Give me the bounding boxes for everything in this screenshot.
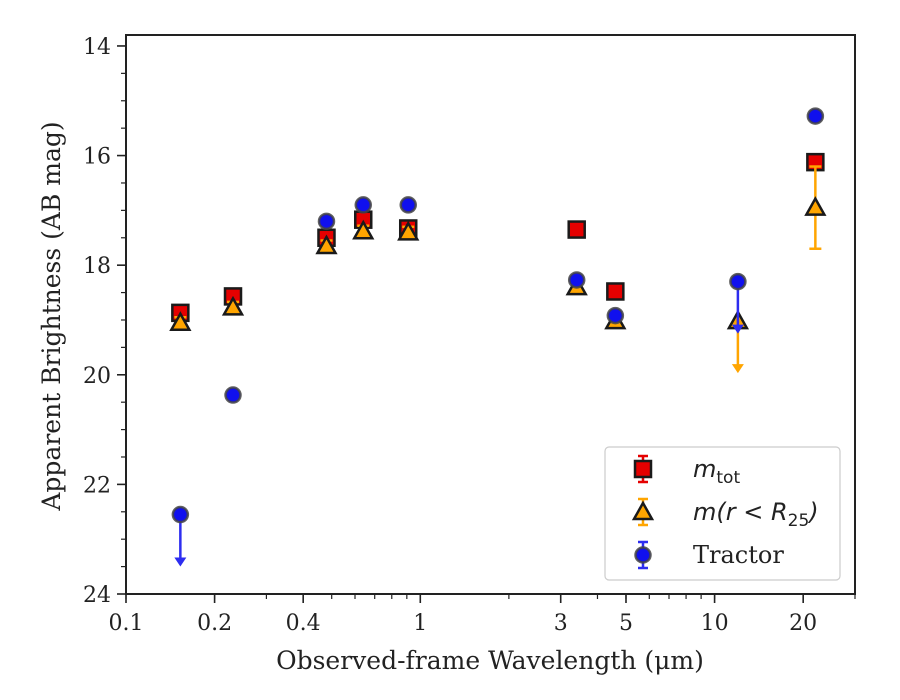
x-tick-label: 0.1 — [109, 611, 144, 636]
y-tick-label: 24 — [83, 583, 111, 608]
legend-box — [604, 446, 841, 581]
x-tick-label: 20 — [789, 611, 817, 636]
y-tick-label: 14 — [83, 35, 111, 60]
y-tick-label: 16 — [83, 145, 111, 170]
upper-limit-arrow-head — [731, 364, 744, 374]
data-point-circle — [224, 386, 242, 404]
legend-label: m(r < R25) — [693, 498, 819, 531]
legend: mtot m(r < R25) Tractor — [604, 446, 841, 581]
series-0 — [171, 152, 825, 323]
axes-frame — [125, 34, 856, 595]
x-tick-label: 0.2 — [197, 611, 232, 636]
x-tick-label: 1 — [413, 611, 427, 636]
data-point-circle — [606, 306, 625, 325]
y-tick-label: 22 — [83, 473, 111, 498]
data-point-triangle — [804, 196, 827, 216]
y-axis: 14 16 18 20 22 24 — [83, 35, 126, 608]
upper-limit-arrow-head — [731, 324, 744, 334]
legend-marker-circle — [634, 546, 652, 564]
data-point-circle — [171, 505, 190, 524]
series-1 — [169, 165, 827, 374]
data-point-triangle — [169, 311, 192, 331]
data-point-circle — [354, 196, 373, 214]
data-point-circle — [729, 272, 747, 291]
plot-area — [169, 107, 827, 567]
upper-limit-arrow-head — [174, 557, 187, 567]
data-point-circle — [399, 196, 417, 214]
y-tick-label: 18 — [83, 254, 111, 279]
data-point-triangle — [221, 295, 245, 316]
x-tick-label: 5 — [619, 611, 633, 636]
legend-marker-square — [633, 459, 653, 479]
legend-label: mtot — [693, 455, 740, 488]
data-point-triangle — [352, 219, 375, 240]
x-tick-label: 0.4 — [286, 611, 321, 636]
x-axis-label: Observed-frame Wavelength (μm) — [276, 646, 704, 675]
data-point-circle — [567, 271, 586, 289]
legend-label: Tractor — [693, 541, 784, 569]
data-point-circle — [317, 212, 336, 231]
series-2 — [171, 107, 825, 567]
data-point-triangle — [315, 234, 338, 255]
legend-marker-triangle — [631, 500, 655, 521]
data-point-square — [606, 282, 625, 301]
data-point-circle — [806, 107, 825, 125]
data-point-triangle — [397, 220, 420, 241]
x-tick-label: 3 — [554, 611, 568, 636]
data-point-square — [567, 220, 586, 239]
y-tick-label: 20 — [83, 364, 111, 389]
y-axis-label: Apparent Brightness (AB mag) — [37, 121, 66, 511]
x-tick-label: 10 — [701, 611, 729, 636]
x-axis: 0.1 0.2 0.4 1 3 5 10 20 — [109, 594, 856, 636]
